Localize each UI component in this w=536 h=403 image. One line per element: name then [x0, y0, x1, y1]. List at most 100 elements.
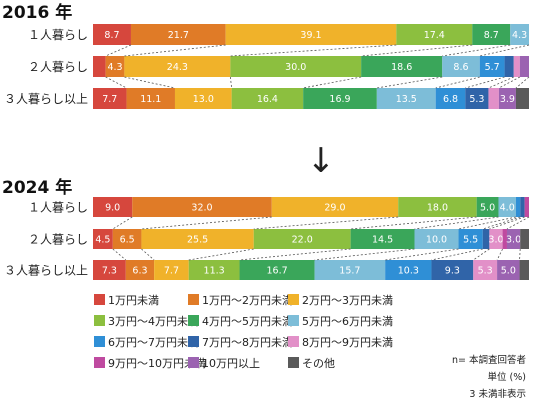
data-label: 29.0: [324, 203, 345, 214]
connector-line: [506, 216, 530, 230]
connector-line: [479, 44, 530, 57]
bar-segment: [361, 56, 443, 77]
bar-segment: [126, 88, 175, 109]
bar-segment: [431, 260, 474, 280]
connector-line: [519, 248, 521, 261]
bar-segment: [93, 24, 131, 45]
chart-title: 2024 年: [2, 177, 72, 198]
bar-segment: [414, 229, 459, 249]
legend-label: 8万円〜9万円未満: [302, 336, 393, 349]
data-label: 5.5: [463, 235, 478, 246]
data-label: 6.3: [132, 266, 147, 277]
legend-item: 5万円〜6万円未満: [288, 315, 393, 328]
bar-segment: [385, 260, 432, 280]
data-label: 10.0: [426, 235, 447, 246]
connector-line: [239, 248, 351, 261]
bar-segment: [125, 260, 155, 280]
bar-segment: [376, 88, 436, 109]
connector-line: [303, 76, 362, 89]
bar-segment: [174, 88, 232, 109]
legend-item: その他: [288, 357, 335, 370]
data-label: 16.9: [329, 94, 350, 105]
note-threshold: 3 未満非表示: [469, 389, 526, 400]
bar-segment: [105, 56, 125, 77]
legend-swatch: [94, 357, 105, 368]
bar-segment: [442, 56, 480, 77]
bar-segment: [497, 260, 520, 280]
data-label: 30.0: [285, 62, 306, 73]
legend-item: 6万円〜7万円未満: [94, 336, 199, 349]
bar-segment: [465, 88, 489, 109]
legend-swatch: [188, 336, 199, 347]
legend-item: 2万円〜3万円未満: [288, 294, 393, 307]
data-label: 10.3: [398, 266, 419, 277]
connector-line: [515, 76, 530, 89]
data-label: 9.3: [445, 266, 460, 277]
legend-label: 2万円〜3万円未満: [302, 294, 393, 307]
connector-line: [473, 248, 490, 261]
bar-segment: [482, 229, 490, 249]
bar-segment: [473, 260, 498, 280]
legend-swatch: [94, 294, 105, 305]
data-label: 8.6: [453, 62, 468, 73]
legend-label: 1万円〜2万円未満: [202, 294, 293, 307]
category-label: ３人暮らし以上: [4, 264, 88, 278]
bar-segment: [93, 229, 113, 249]
legend-swatch: [94, 336, 105, 347]
connector-line: [385, 248, 459, 261]
legend-label: 1万円未満: [108, 294, 159, 307]
legend-label: 10万円以上: [202, 357, 260, 370]
data-label: 18.0: [427, 203, 448, 214]
bar-segment: [141, 229, 254, 249]
legend-swatch: [288, 336, 299, 347]
data-label: 15.7: [339, 266, 360, 277]
bar-segment: [225, 24, 397, 45]
data-label: 11.1: [140, 94, 161, 105]
connector-line: [105, 76, 127, 89]
bar-segment: [502, 229, 507, 249]
bar-segment: [93, 88, 127, 109]
data-label: 7.7: [102, 94, 117, 105]
bar-segment: [504, 56, 514, 77]
bar-segment: [458, 229, 483, 249]
data-label: 5.3: [478, 266, 493, 277]
connector-line: [376, 76, 443, 89]
down-arrow-icon: ↓: [307, 141, 336, 181]
bar-segment: [506, 229, 521, 249]
connector-line: [496, 248, 503, 261]
data-label: 11.3: [204, 266, 225, 277]
data-label: 3.0: [488, 235, 503, 246]
bar-segment: [488, 88, 499, 109]
bar-segment: [93, 260, 126, 280]
connector-line: [465, 76, 505, 89]
legend-swatch: [188, 315, 199, 326]
data-label: 3.9: [500, 94, 515, 105]
bar-segment: [524, 197, 529, 217]
connector-line: [442, 44, 511, 57]
legend-swatch: [94, 315, 105, 326]
data-label: 14.5: [372, 235, 393, 246]
bar-segment: [188, 260, 240, 280]
bar-segment: [489, 229, 503, 249]
connector-line: [112, 216, 133, 230]
bar-segment: [239, 260, 315, 280]
category-label: １人暮らし: [28, 201, 88, 215]
legend-label: その他: [302, 357, 335, 370]
bar-segment: [130, 24, 226, 45]
connector-line: [112, 248, 127, 261]
bar-segment: [124, 56, 231, 77]
bar-segment: [231, 88, 304, 109]
note-sample: n= 本調査回答者: [451, 355, 526, 366]
bar-segment: [435, 88, 466, 109]
connector-line: [435, 76, 480, 89]
bar-segment: [132, 197, 272, 217]
data-label: 24.3: [167, 62, 188, 73]
legend-item: 7万円〜8万円未満: [188, 336, 293, 349]
connector-line: [124, 44, 226, 57]
bar-segment: [519, 260, 529, 280]
legend-item: 1万円〜2万円未満: [188, 294, 293, 307]
bar-segment: [230, 56, 362, 77]
data-label: 5.7: [485, 62, 500, 73]
category-label: ３人暮らし以上: [4, 92, 88, 106]
